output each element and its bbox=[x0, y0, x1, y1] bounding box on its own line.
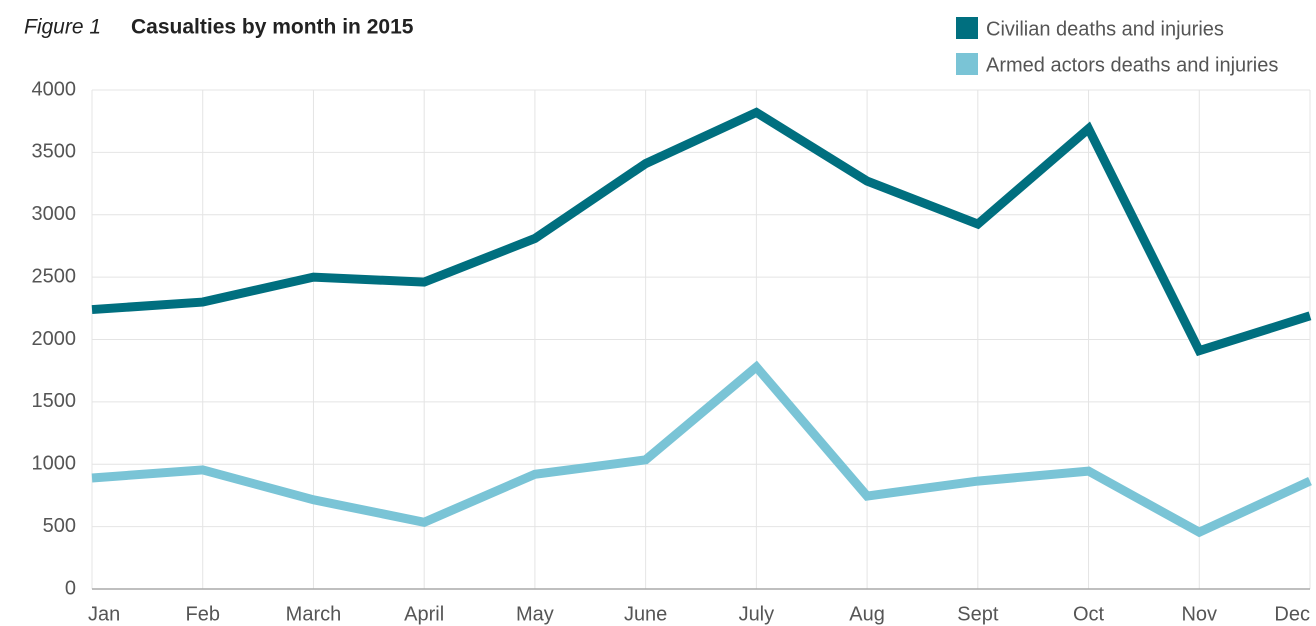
legend-label: Armed actors deaths and injuries bbox=[986, 54, 1278, 76]
x-tick-label: March bbox=[286, 603, 342, 625]
x-tick-label: July bbox=[739, 603, 775, 625]
chart-title: Casualties by month in 2015 bbox=[131, 16, 414, 39]
legend-swatch bbox=[956, 17, 978, 39]
x-tick-label: Oct bbox=[1073, 603, 1105, 625]
legend-swatch bbox=[956, 53, 978, 75]
y-tick-label: 500 bbox=[43, 515, 76, 537]
legend-label: Civilian deaths and injuries bbox=[986, 18, 1224, 40]
x-tick-label: Sept bbox=[957, 603, 999, 625]
y-tick-label: 2000 bbox=[32, 328, 77, 350]
y-tick-label: 3500 bbox=[32, 141, 77, 163]
y-tick-label: 1500 bbox=[32, 390, 77, 412]
x-tick-label: Dec bbox=[1274, 603, 1310, 625]
x-tick-label: Jan bbox=[88, 603, 120, 625]
y-tick-label: 1000 bbox=[32, 453, 77, 475]
y-tick-label: 0 bbox=[65, 577, 76, 599]
x-tick-label: Nov bbox=[1181, 603, 1217, 625]
y-tick-label: 3000 bbox=[32, 203, 77, 225]
x-tick-label: Aug bbox=[849, 603, 885, 625]
series-line bbox=[91, 360, 1312, 538]
x-tick-label: April bbox=[404, 603, 444, 625]
x-tick-label: June bbox=[624, 603, 667, 625]
y-tick-label: 4000 bbox=[32, 78, 77, 100]
series-line bbox=[91, 107, 1312, 357]
figure-label: Figure 1 bbox=[24, 16, 101, 39]
x-tick-label: Feb bbox=[185, 603, 219, 625]
y-tick-label: 2500 bbox=[32, 265, 77, 287]
x-tick-label: May bbox=[516, 603, 554, 625]
